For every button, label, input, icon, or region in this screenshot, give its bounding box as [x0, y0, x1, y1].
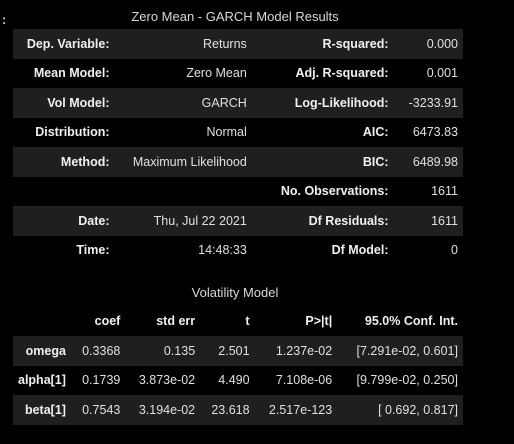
model-summary-table: Dep. Variable: Returns R-squared: 0.000 …	[13, 29, 463, 265]
table-cell: 1.237e-02	[254, 336, 338, 366]
column-header: coef	[70, 305, 126, 336]
table-cell: 0.135	[125, 336, 201, 366]
summary-value: 6489.98	[393, 147, 463, 177]
summary-value: Zero Mean	[114, 58, 252, 88]
table-cell: 2.517e-123	[254, 395, 338, 425]
table-row: alpha[1] 0.1739 3.873e-02 4.490 7.108e-0…	[13, 365, 463, 395]
summary-value: 6473.83	[393, 117, 463, 147]
summary-value: GARCH	[114, 88, 252, 118]
summary-label: Vol Model:	[13, 88, 115, 118]
table-cell: 4.490	[200, 365, 255, 395]
summary-label: Log-Likelihood:	[251, 88, 394, 118]
column-header: P>|t|	[254, 305, 338, 336]
summary-value: 14:48:33	[114, 235, 252, 265]
summary-label: Df Residuals:	[251, 206, 394, 236]
column-header	[13, 305, 71, 336]
table-row: Time: 14:48:33 Df Model: 0	[13, 235, 463, 265]
column-header: std err	[125, 305, 201, 336]
summary-value: Normal	[114, 117, 252, 147]
summary-label: Adj. R-squared:	[251, 58, 394, 88]
table-cell: 0.7543	[70, 395, 126, 425]
table-cell: [9.799e-02, 0.250]	[337, 365, 463, 395]
summary-label: Method:	[13, 147, 115, 177]
summary-label: AIC:	[251, 117, 394, 147]
table-cell: 0.1739	[70, 365, 126, 395]
table-cell: 3.873e-02	[125, 365, 201, 395]
summary-value: 0.000	[393, 29, 463, 59]
summary-label	[13, 176, 115, 206]
summary-value: Thu, Jul 22 2021	[114, 206, 252, 236]
parameter-name: alpha[1]	[13, 365, 71, 395]
table-row: Date: Thu, Jul 22 2021 Df Residuals: 161…	[13, 206, 463, 236]
volatility-caption: Volatility Model	[191, 285, 279, 300]
table-row: No. Observations: 1611	[13, 176, 463, 206]
table-cell: 7.108e-06	[254, 365, 338, 395]
summary-caption: Zero Mean - GARCH Model Results	[131, 9, 339, 24]
summary-value: 0.001	[393, 58, 463, 88]
summary-label: Date:	[13, 206, 115, 236]
table-row: beta[1] 0.7543 3.194e-02 23.618 2.517e-1…	[13, 395, 463, 425]
summary-value: Maximum Likelihood	[114, 147, 252, 177]
table-header-row: coef std err t P>|t| 95.0% Conf. Int.	[13, 305, 463, 336]
summary-label: BIC:	[251, 147, 394, 177]
summary-label: Df Model:	[251, 235, 394, 265]
volatility-model-table: coef std err t P>|t| 95.0% Conf. Int. om…	[13, 305, 463, 425]
table-cell: [7.291e-02, 0.601]	[337, 336, 463, 366]
table-cell: 23.618	[200, 395, 255, 425]
summary-label: R-squared:	[251, 29, 394, 59]
parameter-name: beta[1]	[13, 395, 71, 425]
summary-value	[114, 176, 252, 206]
table-row: Dep. Variable: Returns R-squared: 0.000	[13, 29, 463, 59]
summary-label: Time:	[13, 235, 115, 265]
summary-value: 0	[393, 235, 463, 265]
summary-value: -3233.91	[393, 88, 463, 118]
table-row: Vol Model: GARCH Log-Likelihood: -3233.9…	[13, 88, 463, 118]
column-header: t	[200, 305, 255, 336]
summary-value: 1611	[393, 206, 463, 236]
parameter-name: omega	[13, 336, 71, 366]
table-row: Mean Model: Zero Mean Adj. R-squared: 0.…	[13, 58, 463, 88]
output-prompt: :	[2, 12, 7, 27]
table-row: Distribution: Normal AIC: 6473.83	[13, 117, 463, 147]
summary-label: Dep. Variable:	[13, 29, 115, 59]
table-cell: [ 0.692, 0.817]	[337, 395, 463, 425]
summary-label: Distribution:	[13, 117, 115, 147]
table-cell: 0.3368	[70, 336, 126, 366]
table-row: Method: Maximum Likelihood BIC: 6489.98	[13, 147, 463, 177]
summary-value: 1611	[393, 176, 463, 206]
summary-value: Returns	[114, 29, 252, 59]
summary-label: No. Observations:	[251, 176, 394, 206]
summary-label: Mean Model:	[13, 58, 115, 88]
column-header: 95.0% Conf. Int.	[337, 305, 463, 336]
table-cell: 2.501	[200, 336, 255, 366]
table-cell: 3.194e-02	[125, 395, 201, 425]
table-row: omega 0.3368 0.135 2.501 1.237e-02 [7.29…	[13, 336, 463, 366]
